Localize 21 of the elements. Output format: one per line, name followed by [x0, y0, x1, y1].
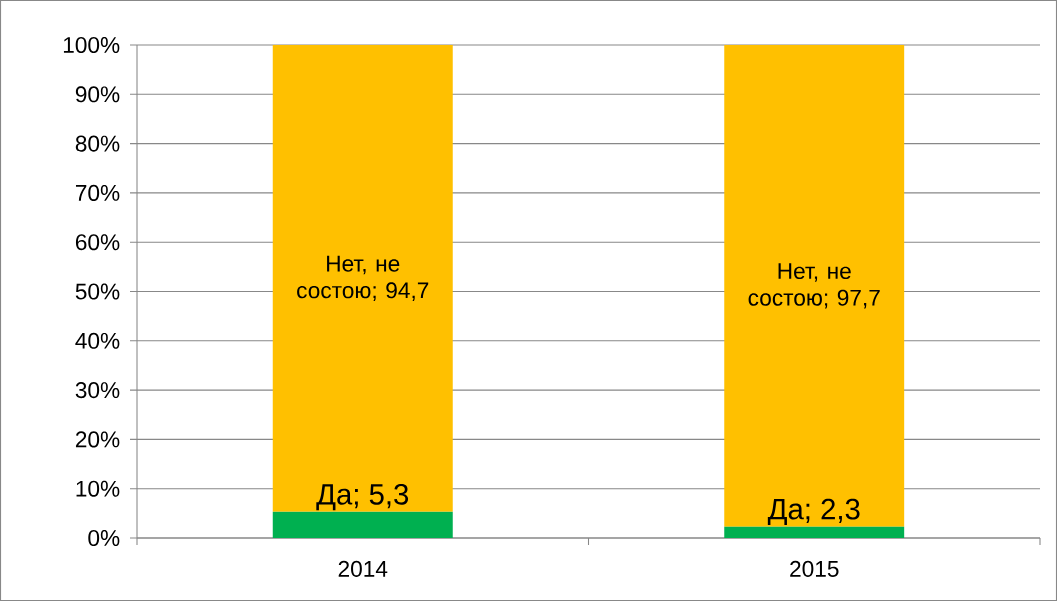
- data-label: Да; 2,3: [767, 498, 860, 526]
- x-tick-label: 2014: [338, 560, 388, 577]
- y-tick-label: 100%: [63, 36, 120, 54]
- bar: [272, 45, 453, 512]
- data-label: Нет, не состою; 97,7: [748, 263, 880, 309]
- y-tick-label: 50%: [75, 283, 120, 300]
- bar: [272, 511, 453, 538]
- y-tick-label: 0%: [88, 529, 120, 547]
- bar: [724, 45, 905, 527]
- data-label: Да; 5,3: [316, 483, 409, 511]
- data-label: Нет, не состою; 94,7: [297, 255, 429, 302]
- y-tick-label: 90%: [75, 86, 120, 103]
- y-tick-label: 60%: [75, 234, 120, 251]
- y-tick-label: 40%: [75, 332, 120, 349]
- y-tick-label: 20%: [75, 431, 120, 448]
- y-tick-label: 80%: [75, 135, 120, 152]
- y-tick-label: 10%: [76, 480, 120, 497]
- x-tick-label: 2015: [790, 560, 839, 577]
- y-tick-label: 30%: [75, 382, 120, 399]
- bar: [724, 526, 905, 538]
- y-tick-label: 70%: [75, 184, 120, 201]
